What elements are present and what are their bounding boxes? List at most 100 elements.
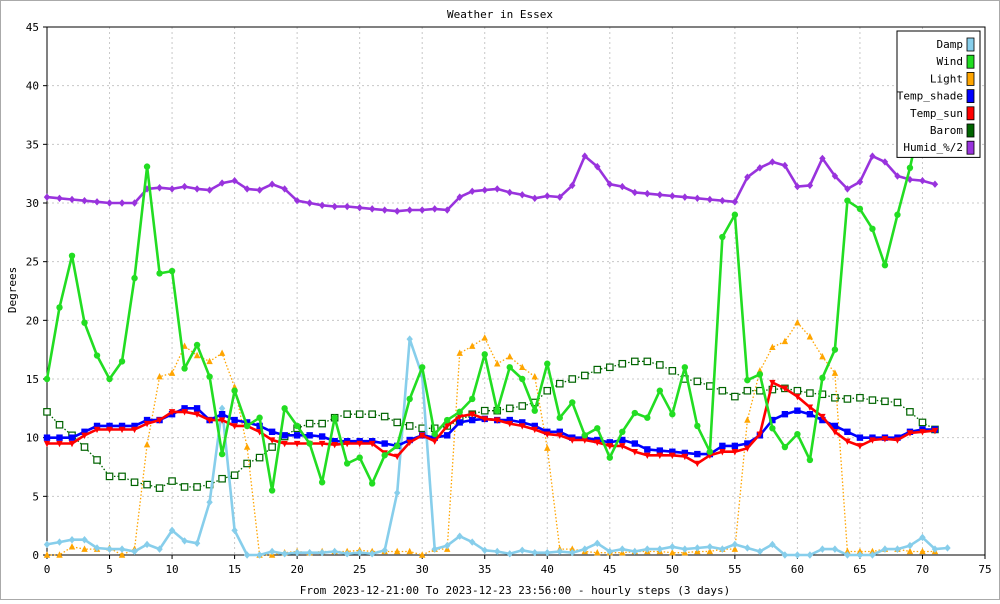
data-point-damp xyxy=(218,404,226,413)
data-point-barom xyxy=(80,443,89,451)
data-point-humid-2 xyxy=(669,192,676,200)
data-point-wind xyxy=(368,480,376,487)
data-point-light xyxy=(819,353,826,360)
data-point-humid-2 xyxy=(368,205,376,213)
data-point-temp-sun xyxy=(206,417,213,424)
data-point-barom xyxy=(518,402,527,410)
data-point-damp xyxy=(569,548,576,557)
data-point-humid-2 xyxy=(919,177,926,185)
data-point-temp-sun xyxy=(519,423,526,430)
data-point-temp-sun xyxy=(844,438,851,445)
data-point-temp-sun xyxy=(556,432,563,440)
data-point-damp xyxy=(256,551,263,559)
legend-swatch-wind xyxy=(966,54,975,69)
data-point-barom xyxy=(368,410,376,419)
data-point-humid-2 xyxy=(531,194,538,203)
data-point-damp xyxy=(781,551,789,559)
data-point-light xyxy=(193,351,201,359)
data-point-wind xyxy=(131,274,138,282)
data-point-temp-sun xyxy=(781,385,789,393)
data-point-damp xyxy=(656,545,664,553)
data-point-wind xyxy=(118,358,126,365)
data-point-barom xyxy=(155,484,164,492)
data-point-temp-sun xyxy=(569,437,576,444)
data-point-humid-2 xyxy=(831,172,839,180)
data-point-wind xyxy=(781,443,789,451)
data-point-wind xyxy=(719,233,726,241)
data-point-temp-shade xyxy=(331,437,338,445)
data-point-humid-2 xyxy=(569,181,576,190)
data-point-damp xyxy=(193,539,201,547)
data-point-humid-2 xyxy=(218,179,226,187)
legend-label-barom: Barom xyxy=(930,124,963,137)
legend-label-temp-shade: Temp_shade xyxy=(897,90,963,103)
data-point-temp-sun xyxy=(669,452,676,459)
data-point-barom xyxy=(180,483,189,491)
data-point-wind xyxy=(106,375,113,383)
data-point-light xyxy=(218,349,226,356)
data-point-wind xyxy=(206,373,213,380)
data-point-temp-sun xyxy=(193,411,201,418)
data-point-damp xyxy=(519,546,526,555)
data-point-barom xyxy=(405,422,414,430)
data-point-temp-sun xyxy=(268,437,276,444)
data-point-wind xyxy=(243,422,251,430)
data-point-temp-sun xyxy=(931,427,939,435)
data-point-wind xyxy=(581,432,588,439)
data-point-damp xyxy=(769,540,776,549)
x-tick-label: 40 xyxy=(541,563,554,576)
data-point-wind xyxy=(544,360,551,367)
data-point-humid-2 xyxy=(731,198,739,206)
data-point-temp-sun xyxy=(644,452,651,459)
data-point-damp xyxy=(606,547,613,556)
data-point-temp-shade xyxy=(681,449,689,457)
data-point-barom xyxy=(130,478,139,487)
data-point-temp-sun xyxy=(293,440,301,448)
data-point-temp-shade xyxy=(519,419,526,426)
data-point-barom xyxy=(343,410,351,419)
data-point-barom xyxy=(693,377,702,386)
data-point-temp-shade xyxy=(781,411,789,418)
series-line-temp-sun xyxy=(47,381,936,465)
data-point-temp-shade xyxy=(831,422,839,430)
data-point-barom xyxy=(631,357,639,366)
data-point-barom xyxy=(380,412,389,421)
data-point-wind xyxy=(644,414,651,421)
y-tick-label: 25 xyxy=(26,256,39,269)
data-point-wind xyxy=(731,211,739,218)
data-point-humid-2 xyxy=(469,187,476,195)
data-point-damp xyxy=(206,498,213,506)
data-point-temp-sun xyxy=(456,413,463,421)
data-point-wind xyxy=(506,364,513,371)
data-point-wind xyxy=(218,450,226,458)
data-point-temp-sun xyxy=(118,426,126,434)
data-point-light xyxy=(519,363,526,370)
data-point-wind xyxy=(419,364,426,371)
data-point-wind xyxy=(68,252,76,259)
data-point-temp-sun xyxy=(431,438,438,445)
data-point-barom xyxy=(656,361,664,369)
data-point-temp-sun xyxy=(631,449,639,456)
data-point-wind xyxy=(481,351,488,358)
data-point-wind xyxy=(606,454,613,461)
x-tick-label: 5 xyxy=(106,563,113,576)
data-point-humid-2 xyxy=(881,158,889,166)
data-point-barom xyxy=(505,404,514,413)
data-point-humid-2 xyxy=(594,162,601,171)
data-point-temp-sun xyxy=(318,440,326,448)
data-point-damp xyxy=(919,533,926,542)
x-tick-label: 25 xyxy=(353,563,366,576)
data-point-temp-sun xyxy=(106,426,113,434)
data-point-barom xyxy=(718,386,727,395)
data-point-damp xyxy=(331,547,338,556)
data-point-damp xyxy=(556,547,563,556)
data-point-wind xyxy=(744,376,751,384)
data-point-humid-2 xyxy=(56,194,63,203)
data-point-temp-sun xyxy=(731,449,739,456)
data-point-barom xyxy=(893,398,902,407)
data-point-temp-shade xyxy=(56,434,63,441)
data-point-barom xyxy=(143,480,151,489)
data-point-damp xyxy=(356,548,363,557)
data-point-temp-shade xyxy=(306,432,313,439)
data-point-light xyxy=(794,318,801,326)
